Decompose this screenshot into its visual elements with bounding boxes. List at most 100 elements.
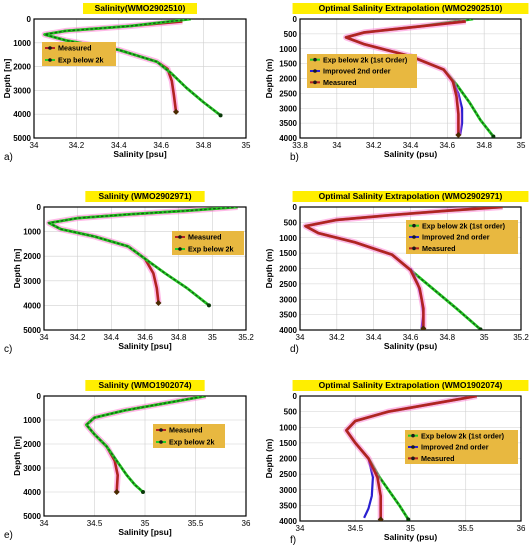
legend-label-exp: Exp below 2k [169, 438, 215, 447]
x-tick-label: 34 [40, 519, 49, 528]
y-tick-label: 1000 [279, 234, 297, 243]
legend-label-measured: Measured [169, 426, 203, 435]
y-tick-label: 3000 [279, 104, 297, 113]
series-group [41, 19, 223, 118]
legend-label-exp: Exp below 2k (1st order) [422, 221, 506, 230]
y-tick-label: 3500 [279, 501, 297, 510]
series-measured-line [345, 396, 478, 520]
series-exp-dots [303, 207, 504, 330]
series-exp-endpoint [206, 303, 211, 308]
legend-marker-measured [159, 428, 163, 432]
y-tick-label: 500 [284, 408, 298, 417]
y-tick-label: 1000 [13, 39, 31, 48]
series-exp-endpoint [218, 113, 223, 118]
series-exp-dots [85, 396, 207, 493]
x-axis-label: Salinity (psu) [384, 341, 438, 351]
legend-label-exp: Exp below 2k [58, 56, 104, 65]
x-tick-label: 36 [242, 519, 251, 528]
x-tick-label: 34 [332, 141, 341, 150]
series-group [46, 207, 239, 308]
chart-panel-5: 34 34.5 35 35.5 36 0 1000 2000 3000 4000 5000 Salin… [4, 380, 251, 541]
x-tick-label: 35 [141, 519, 150, 528]
panel-label: a) [4, 152, 13, 163]
series-measured-endpoint [113, 489, 120, 495]
legend-marker-improved [411, 445, 415, 449]
x-tick-label: 36 [517, 524, 526, 533]
y-tick-label: 4000 [279, 326, 297, 335]
x-tick-label: 34.2 [70, 333, 86, 342]
plot-frame [33, 18, 247, 139]
series-group [302, 207, 504, 330]
y-tick-label: 1000 [23, 228, 41, 237]
title-background [292, 3, 529, 14]
series-improved-line [450, 78, 464, 136]
legend-background [172, 231, 244, 255]
legend-marker-exp [313, 57, 317, 62]
y-tick-label: 4000 [279, 517, 297, 526]
legend-background [405, 430, 518, 464]
x-tick-label: 34.8 [196, 141, 212, 150]
legend-marker-measured [412, 246, 416, 251]
panel-label: e) [4, 530, 13, 541]
y-tick-label: 4000 [279, 134, 297, 143]
chart-title: Optimal Salinity Extrapolation (WMO29025… [319, 3, 503, 13]
legend-label-measured: Measured [421, 454, 455, 463]
x-tick-label: 34.2 [69, 141, 85, 150]
title-background [85, 191, 205, 202]
y-tick-label: 3000 [279, 486, 297, 495]
legend-marker-improved [313, 69, 317, 73]
x-axis-label: Salinity (psu) [384, 149, 438, 159]
y-tick-label: 0 [293, 15, 298, 24]
panel-label: d) [290, 344, 299, 355]
x-tick-label: 34.2 [329, 333, 345, 342]
legend-marker-exp [48, 58, 52, 62]
y-tick-label: 2500 [279, 470, 297, 479]
x-axis-label: Salinity [psu] [118, 341, 172, 351]
y-axis-label: Depth [m] [2, 59, 12, 99]
legend-label-exp: Exp below 2k [188, 245, 234, 254]
y-tick-label: 2500 [279, 280, 297, 289]
y-tick-label: 0 [293, 392, 298, 401]
y-tick-label: 0 [27, 15, 32, 24]
legend-marker-measured [178, 235, 182, 239]
title-background [83, 3, 197, 14]
y-tick-label: 2000 [23, 252, 41, 261]
x-tick-label: 35 [480, 333, 489, 342]
legend-marker-exp [178, 247, 182, 251]
panel-label: b) [290, 152, 299, 163]
y-tick-label: 1500 [279, 249, 297, 258]
y-tick-label: 3000 [279, 295, 297, 304]
series-measured-line [304, 207, 503, 329]
x-tick-label: 35.5 [188, 519, 204, 528]
series-improved-line [363, 458, 374, 519]
legend: Measured Exp below 2k [42, 42, 116, 66]
plot-frame [43, 395, 247, 517]
legend: Exp below 2k (1st order) Improved 2nd ord… [405, 430, 518, 464]
legend-background [42, 42, 116, 66]
y-tick-label: 0 [293, 203, 298, 212]
chart-title: Optimal Salinity Extrapolation (WMO29029… [319, 191, 503, 201]
series-measured-endpoint [155, 299, 162, 306]
legend-marker-measured [411, 456, 415, 461]
y-axis-label: Depth (m) [264, 59, 274, 99]
y-tick-label: 1000 [279, 45, 297, 54]
x-tick-label: 34.8 [171, 333, 187, 342]
series-exp-endpoint [491, 134, 496, 138]
y-tick-label: 4000 [23, 488, 41, 497]
legend-label-measured: Measured [58, 44, 92, 53]
x-tick-label: 34 [30, 141, 39, 150]
x-tick-label: 35.2 [513, 333, 529, 342]
legend: Exp below 2k (1st order) Improved 2nd ord… [406, 220, 518, 254]
y-axis-label: Depth (m) [264, 439, 274, 479]
y-tick-label: 1000 [279, 423, 297, 432]
legend-background [406, 220, 518, 254]
chart-title: Optimal Salinity Extrapolation (WMO19020… [319, 380, 503, 390]
x-tick-label: 35 [517, 141, 526, 150]
legend-marker-measured [313, 80, 317, 85]
x-tick-label: 34.8 [476, 141, 492, 150]
panel-label: f) [290, 535, 296, 546]
x-tick-label: 34 [40, 333, 49, 342]
x-tick-label: 34.4 [366, 333, 382, 342]
title-background [292, 191, 529, 202]
